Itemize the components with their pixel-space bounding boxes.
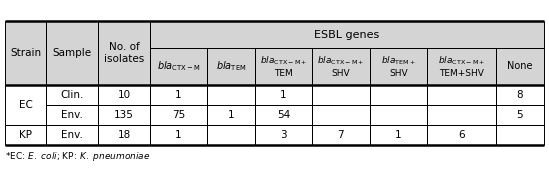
- Bar: [312, 105, 369, 125]
- Bar: [369, 105, 427, 125]
- Bar: [369, 85, 427, 105]
- Bar: [427, 85, 496, 105]
- Text: No. of
isolates: No. of isolates: [104, 42, 144, 64]
- Bar: [369, 48, 427, 85]
- Bar: [255, 85, 312, 105]
- Bar: [496, 48, 544, 85]
- Bar: [427, 125, 496, 145]
- Bar: [255, 48, 312, 85]
- Bar: [312, 125, 369, 145]
- Text: None: None: [507, 61, 533, 71]
- Bar: [208, 105, 255, 125]
- Bar: [255, 105, 312, 125]
- Text: 8: 8: [517, 90, 523, 100]
- Bar: [46, 85, 98, 105]
- Bar: [369, 125, 427, 145]
- Bar: [46, 21, 98, 85]
- Text: $\it{bla}$$_{\rm{CTX-M}}$: $\it{bla}$$_{\rm{CTX-M}}$: [156, 59, 200, 73]
- Text: ESBL genes: ESBL genes: [314, 30, 379, 40]
- Text: 3: 3: [280, 130, 287, 140]
- Text: 1: 1: [228, 110, 234, 120]
- Bar: [46, 105, 98, 125]
- Text: 75: 75: [172, 110, 185, 120]
- Text: KP: KP: [19, 130, 32, 140]
- Text: Sample: Sample: [53, 48, 92, 58]
- Bar: [98, 85, 150, 105]
- Bar: [496, 85, 544, 105]
- Bar: [5, 85, 46, 125]
- Text: EC: EC: [19, 100, 33, 110]
- Bar: [208, 85, 255, 105]
- Text: $\it{bla}$$_{\rm{TEM+}}$
SHV: $\it{bla}$$_{\rm{TEM+}}$ SHV: [381, 55, 416, 78]
- Bar: [255, 125, 312, 145]
- Text: $\it{bla}$$_{\rm{CTX-M+}}$
SHV: $\it{bla}$$_{\rm{CTX-M+}}$ SHV: [317, 55, 365, 78]
- Text: 135: 135: [114, 110, 134, 120]
- Text: 1: 1: [175, 90, 182, 100]
- Bar: [5, 21, 46, 85]
- Bar: [150, 48, 208, 85]
- Text: *EC: $\it{E.\ coli}$; KP: $\it{K.\ pneumoniae}$: *EC: $\it{E.\ coli}$; KP: $\it{K.\ pneum…: [5, 150, 151, 163]
- Bar: [150, 21, 544, 48]
- Bar: [150, 85, 208, 105]
- Text: 1: 1: [280, 90, 287, 100]
- Bar: [98, 21, 150, 85]
- Bar: [150, 125, 208, 145]
- Text: 5: 5: [517, 110, 523, 120]
- Bar: [98, 125, 150, 145]
- Text: Env.: Env.: [61, 130, 83, 140]
- Text: 54: 54: [277, 110, 290, 120]
- Bar: [98, 105, 150, 125]
- Text: 1: 1: [395, 130, 401, 140]
- Text: 18: 18: [117, 130, 131, 140]
- Text: Env.: Env.: [61, 110, 83, 120]
- Bar: [312, 48, 369, 85]
- Bar: [208, 125, 255, 145]
- Text: 10: 10: [117, 90, 131, 100]
- Bar: [496, 105, 544, 125]
- Bar: [312, 85, 369, 105]
- Bar: [208, 48, 255, 85]
- Text: $\it{bla}$$_{\rm{CTX-M+}}$
TEM+SHV: $\it{bla}$$_{\rm{CTX-M+}}$ TEM+SHV: [438, 55, 485, 78]
- Bar: [46, 125, 98, 145]
- Text: 7: 7: [338, 130, 344, 140]
- Text: 6: 6: [458, 130, 465, 140]
- Bar: [496, 125, 544, 145]
- Text: $\it{bla}$$_{\rm{TEM}}$: $\it{bla}$$_{\rm{TEM}}$: [216, 59, 247, 73]
- Bar: [5, 125, 46, 145]
- Text: Strain: Strain: [10, 48, 41, 58]
- Text: $\it{bla}$$_{\rm{CTX-M+}}$
TEM: $\it{bla}$$_{\rm{CTX-M+}}$ TEM: [260, 55, 307, 78]
- Text: Clin.: Clin.: [60, 90, 84, 100]
- Text: 1: 1: [175, 130, 182, 140]
- Bar: [427, 48, 496, 85]
- Bar: [150, 105, 208, 125]
- Bar: [427, 105, 496, 125]
